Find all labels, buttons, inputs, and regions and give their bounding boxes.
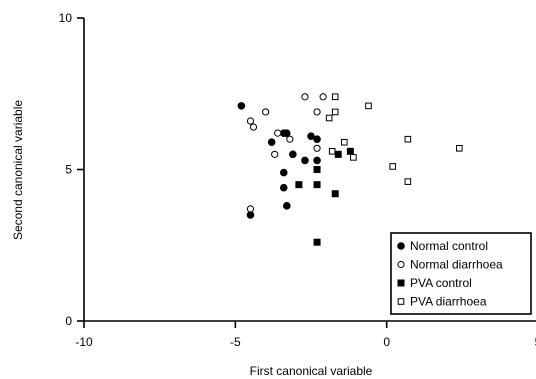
y-tick-label: 0 [65, 314, 72, 328]
point-normal-control [279, 183, 288, 192]
point-pva-diarrhoea [365, 102, 372, 110]
legend-label-normal-diarrhoea: Normal diarrhoea [410, 258, 503, 272]
point-normal-diarrhoea [249, 123, 258, 131]
point-normal-diarrhoea [319, 93, 327, 101]
y-axis-title: Second canonical variable [11, 100, 25, 240]
data-points [237, 93, 463, 246]
point-normal-control [267, 138, 276, 147]
point-pva-diarrhoea [328, 148, 336, 155]
point-normal-diarrhoea [246, 205, 255, 213]
legend-marker-normal-control [397, 242, 405, 250]
point-normal-control [313, 135, 321, 143]
x-tick-label: 5 [535, 335, 536, 349]
legend-marker-pva-diarrhoea [397, 298, 405, 305]
axes: -10 -5 0 5 0 5 10 [59, 11, 536, 349]
point-normal-control [282, 202, 291, 210]
point-pva-diarrhoea [331, 108, 339, 116]
point-pva-diarrhoea [331, 93, 339, 101]
point-pva-control [334, 150, 342, 158]
point-normal-diarrhoea [313, 144, 321, 152]
legend-box [390, 232, 532, 315]
point-normal-control [246, 211, 255, 219]
point-pva-diarrhoea [456, 144, 463, 152]
point-pva-diarrhoea [340, 138, 348, 146]
point-normal-diarrhoea [262, 108, 270, 116]
point-normal-control [307, 132, 315, 140]
legend-label-normal-control: Normal control [410, 239, 488, 253]
legend-marker-normal-diarrhoea [397, 260, 405, 269]
x-tick-label: 0 [383, 335, 390, 349]
point-pva-diarrhoea [325, 114, 333, 122]
point-normal-control [279, 168, 288, 177]
x-ticks: -10 -5 0 5 [75, 321, 536, 349]
x-tick-label: -5 [230, 335, 241, 349]
point-pva-diarrhoea [350, 154, 357, 161]
legend-label-pva-diarrhoea: PVA diarrhoea [410, 295, 487, 309]
legend-label-pva-control: PVA control [410, 276, 472, 290]
point-normal-diarrhoea [271, 150, 279, 158]
point-normal-diarrhoea [246, 117, 255, 125]
legend: Normal control Normal diarrhoea PVA contro… [390, 232, 532, 315]
point-normal-control [301, 156, 309, 165]
point-pva-control [313, 238, 321, 246]
legend-items: Normal control Normal diarrhoea PVA contro… [397, 239, 503, 309]
x-tick-label: -10 [75, 335, 93, 349]
point-normal-diarrhoea [301, 93, 309, 101]
point-pva-diarrhoea [404, 178, 412, 185]
point-pva-control [346, 147, 354, 155]
legend-marker-pva-control [397, 279, 405, 287]
point-pva-control [313, 166, 321, 173]
y-tick-label: 10 [59, 11, 73, 25]
point-pva-control [295, 181, 303, 189]
y-tick-label: 5 [65, 163, 72, 177]
point-normal-diarrhoea [313, 108, 321, 116]
point-normal-control [282, 129, 291, 137]
point-normal-control [313, 156, 321, 165]
x-axis-title: First canonical variable [250, 364, 373, 378]
point-normal-control [237, 102, 246, 110]
point-normal-diarrhoea [286, 135, 294, 143]
y-ticks: 0 5 10 [59, 11, 84, 328]
point-normal-diarrhoea [274, 129, 282, 137]
point-pva-diarrhoea [404, 135, 412, 143]
point-pva-diarrhoea [389, 163, 397, 170]
point-normal-control [289, 150, 297, 159]
point-pva-control [313, 181, 321, 189]
point-pva-control [331, 190, 339, 198]
